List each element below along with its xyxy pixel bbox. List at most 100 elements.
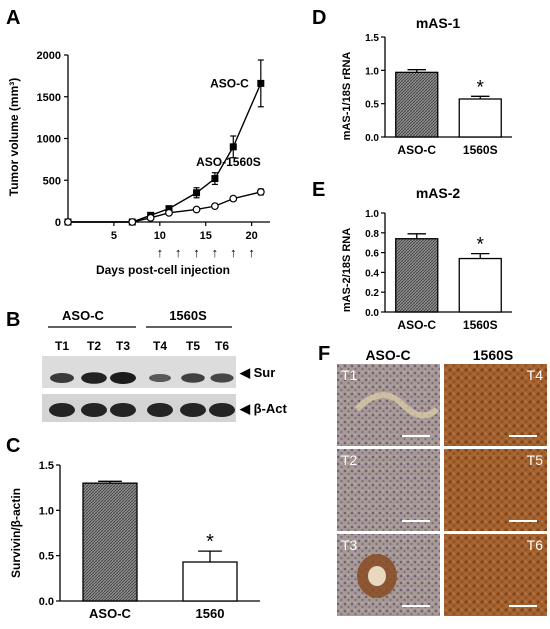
panel-letter-d: D — [312, 7, 326, 29]
ihc-tiles: T1 T4 T2 T5 T3 T6 — [337, 364, 547, 616]
panel-e-bar-treatment — [458, 257, 502, 313]
panel-d-category-label: 1560S — [463, 143, 498, 157]
ihc-vessel-lumen — [368, 566, 386, 586]
panel-a-point-aso-1560s — [165, 208, 173, 217]
panel-d-ytick-label: 1.5 — [365, 33, 379, 44]
blot-band-survivin — [110, 372, 136, 384]
panel-c-ytick-label: 0.5 — [39, 551, 54, 563]
panel-letter-a: A — [6, 7, 20, 29]
panel-d-ylabel: mAS-1/18S rRNA — [341, 52, 353, 141]
injection-arrow: ↑ — [248, 245, 255, 260]
blot-band-actin — [81, 403, 107, 417]
ihc-tile-label: T6 — [527, 537, 544, 553]
panel-e-category-label: ASO-C — [397, 318, 436, 332]
panel-a-xtick-label: 20 — [246, 230, 258, 242]
panel-e-ytick-label: 0.2 — [365, 288, 379, 299]
panel-d-title: mAS-1 — [416, 15, 461, 31]
ihc-tile-label: T2 — [341, 452, 358, 468]
panel-e-chart-body: 0.0 0.2 0.4 0.6 0.8 1.0 ASO-C 1560S * — [365, 209, 512, 332]
blot-band-survivin — [181, 373, 205, 383]
panel-a-xtick-label: 15 — [200, 230, 212, 242]
panel-e-ytick-label: 0.4 — [365, 268, 379, 279]
panel-a-xlabel: Days post-cell injection — [96, 263, 230, 277]
panel-c-category-label: ASO-C — [89, 606, 132, 621]
blot-lane-label-t4: T4 — [153, 339, 167, 353]
panel-d-significance-star: * — [477, 77, 485, 98]
panel-c-chart-body: 0.0 0.5 1.0 1.5 ASO-C 1560 * — [39, 460, 260, 621]
panel-d-ytick-label: 0.5 — [365, 100, 379, 111]
panel-e-ytick-label: 0.8 — [365, 229, 379, 240]
panel-a-ytick-label: 500 — [43, 175, 61, 187]
ihc-tile-t2 — [337, 449, 440, 531]
panel-a-ytick-label: 1500 — [37, 92, 61, 104]
blot-lane-label-t1: T1 — [55, 339, 69, 353]
blot-band-label-actin: ◀ β-Act — [239, 401, 287, 416]
panel-c-ytick-label: 1.5 — [39, 460, 54, 472]
panel-a-xtick-label: 5 — [111, 230, 117, 242]
panel-a-ytick-label: 1000 — [37, 134, 61, 146]
ihc-tile-label: T5 — [527, 452, 544, 468]
panel-a-point-aso-c — [165, 205, 173, 213]
injection-arrow: ↑ — [175, 245, 182, 260]
ihc-tile-t6 — [444, 534, 547, 616]
blot-band-actin — [147, 403, 173, 417]
panel-a-point-aso-c — [211, 175, 219, 183]
panel-e-bar-control — [395, 238, 439, 313]
panel-c-ytick-label: 1.0 — [39, 505, 54, 517]
panel-c-bar-control — [82, 482, 138, 602]
panel-b-western-blot: ASO-C 1560S T1 T2 T3 T4 T5 T6 ◀ Sur ◀ β-Act — [42, 308, 287, 422]
panel-a-point-aso-1560s — [256, 188, 265, 196]
panel-letter-b: B — [6, 309, 20, 331]
blot-band-actin — [180, 403, 206, 417]
blot-band-survivin — [210, 373, 234, 383]
panel-e-ytick-label: 1.0 — [365, 209, 379, 220]
blot-bands — [49, 372, 235, 417]
panel-d-bar-control — [395, 71, 439, 138]
panel-a-point-aso-1560s — [211, 202, 219, 211]
panel-d-chart-body: 0.0 0.5 1.0 1.5 ASO-C 1560S * — [365, 33, 512, 157]
injection-arrow: ↑ — [157, 245, 164, 260]
panel-letter-c: C — [6, 435, 20, 457]
panel-a-point-aso-1560s — [64, 218, 72, 226]
panel-c-ytick-label: 0.0 — [39, 596, 54, 608]
panel-a-ylabel: Tumor volume (mm³) — [7, 78, 21, 196]
panel-e-ytick-label: 0.6 — [365, 249, 379, 260]
panel-d-ytick-label: 1.0 — [365, 66, 379, 77]
injection-arrow: ↑ — [230, 245, 237, 260]
blot-band-actin — [49, 403, 75, 417]
panel-e-category-label: 1560S — [463, 318, 498, 332]
ihc-column-label-aso-c: ASO-C — [365, 347, 410, 363]
ihc-stroma-feature — [354, 392, 440, 419]
blot-lane-labels: T1 T2 T3 T4 T5 T6 — [55, 339, 229, 353]
panel-a-point-aso-1560s — [146, 213, 155, 222]
blot-lane-label-t2: T2 — [87, 339, 101, 353]
panel-c-bar-treatment — [182, 561, 238, 602]
panel-c-bar-chart: Survivin/β-actin 0.0 0.5 1.0 1.5 ASO-C 1560 * — [9, 460, 260, 621]
blot-lane-label-t5: T5 — [186, 339, 200, 353]
panel-a-line-chart: Tumor volume (mm³) Days post-cell inject… — [7, 50, 270, 277]
panel-a-point-aso-c — [257, 79, 265, 87]
panel-a-marks: ASO-C ASO-1560S — [64, 59, 265, 226]
panel-a-axes: 0 500 1000 1500 2000 5 10 15 20 ↑ ↑ ↑ ↑ ↑ ↑ — [37, 50, 270, 260]
panel-e-significance-star: * — [477, 235, 485, 256]
injection-arrow: ↑ — [212, 245, 219, 260]
blot-strip-survivin — [42, 356, 236, 388]
panel-letter-f: F — [318, 343, 330, 365]
panel-a-point-aso-1560s — [229, 194, 238, 203]
panel-a-point-aso-c — [193, 189, 201, 197]
ihc-column-label-1560s: 1560S — [473, 347, 513, 363]
panel-f-ihc-images: ASO-C 1560S T1 T4 T2 T5 T3 T6 — [337, 347, 547, 616]
blot-lane-label-t3: T3 — [116, 339, 130, 353]
ihc-tile-t5 — [444, 449, 547, 531]
injection-arrow: ↑ — [193, 245, 200, 260]
blot-group-label-aso-c: ASO-C — [62, 308, 105, 323]
panel-a-xtick-label: 10 — [154, 230, 166, 242]
ihc-tile-t1 — [337, 364, 440, 446]
panel-a-ytick-label: 0 — [55, 217, 61, 229]
ihc-tile-label: T3 — [341, 537, 358, 553]
blot-group-label-1560s: 1560S — [169, 308, 207, 323]
blot-band-survivin — [149, 374, 171, 382]
panel-c-category-label: 1560 — [196, 606, 225, 621]
blot-band-actin — [209, 403, 235, 417]
